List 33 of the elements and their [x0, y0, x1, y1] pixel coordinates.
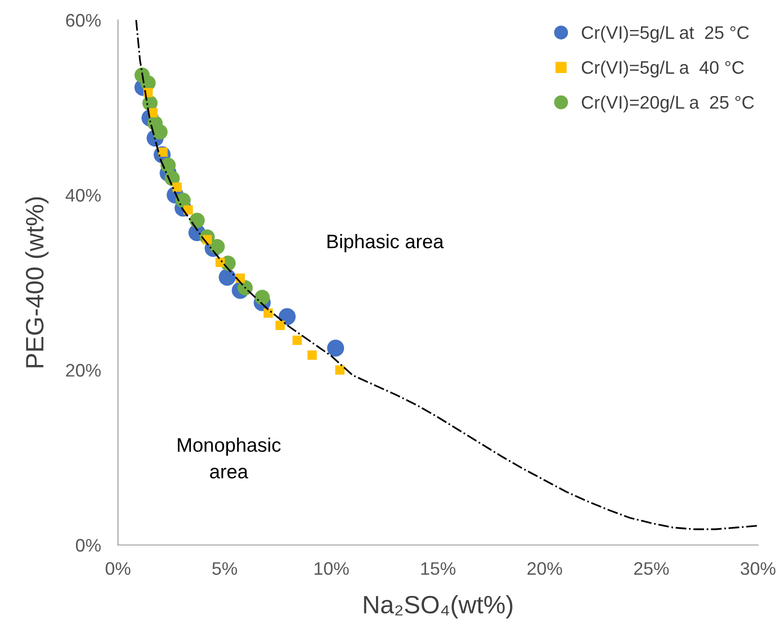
x-tick-label: 0% [106, 562, 130, 575]
x-tick-label: 5% [212, 562, 238, 575]
x-tick-label: 20% [528, 562, 562, 575]
point [335, 365, 345, 375]
point [327, 340, 344, 357]
point [218, 268, 236, 286]
y-tick-label: 0% [76, 538, 101, 552]
x-tick-label: 10% [314, 562, 349, 575]
point [216, 258, 225, 268]
x-tick-label: 15% [421, 562, 456, 575]
legend-label: Cr(VI)=5g/L at 25 °C [582, 26, 749, 43]
x-tick-label: 30% [740, 562, 776, 575]
legend-label: Cr(VI)=20g/L a 25 °C [582, 96, 754, 112]
point [275, 320, 285, 330]
point [264, 308, 273, 318]
line-series [135, 20, 758, 530]
point [184, 205, 193, 215]
point [152, 124, 168, 140]
point [292, 336, 302, 345]
point [254, 290, 270, 305]
point [307, 350, 317, 360]
x-axis-title: Na₂SO₄(wt%) [364, 595, 512, 618]
annotation: Monophasic area [178, 438, 281, 478]
point [172, 182, 182, 192]
y-tick-label: 40% [66, 188, 101, 202]
y-axis-title: PEG-400 (wt%) [25, 197, 49, 368]
x-tick-label: 25% [634, 562, 669, 575]
y-tick-label: 60% [66, 14, 101, 27]
legend-label: Cr(VI)=5g/L a 40 °C [582, 60, 744, 78]
point [190, 212, 205, 228]
y-tick-label: 20% [66, 364, 101, 377]
point [278, 308, 296, 326]
annotation: Biphasic area [328, 234, 444, 252]
